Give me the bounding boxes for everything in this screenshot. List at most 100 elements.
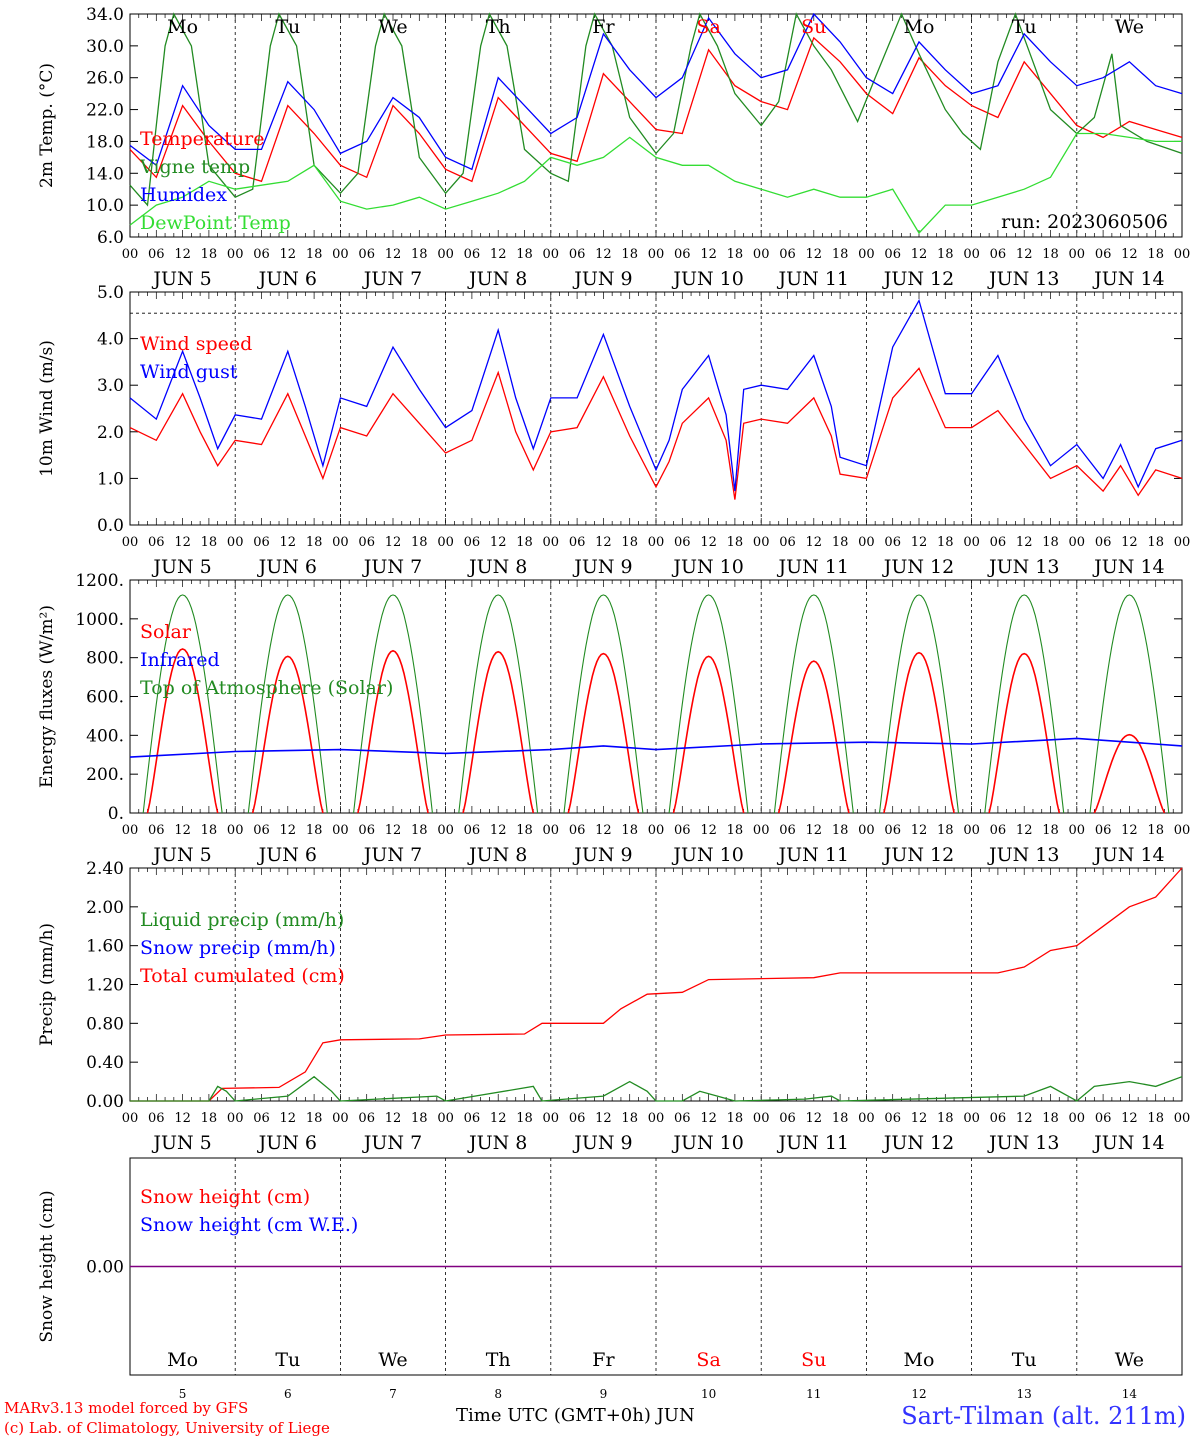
day-number: 7 [389,1387,397,1401]
hour-label: 00 [1069,535,1086,550]
weekday-label-top: Fr [592,16,615,38]
weekday-label-bottom: Th [486,1349,511,1371]
hour-label: 12 [1121,823,1138,838]
weekday-label-top: Mo [167,16,198,38]
day-number: 13 [1017,1387,1032,1401]
date-label: JUN 6 [257,1132,317,1154]
date-label: JUN 8 [467,1132,527,1154]
hour-label: 00 [1174,535,1191,550]
y-tick-label: 30.0 [86,37,124,57]
y-tick-label: 2.00 [86,898,124,918]
hour-label: 06 [884,823,901,838]
hour-label: 18 [727,535,744,550]
date-label: JUN 10 [671,844,743,866]
legend-entry: Wind gust [140,361,238,383]
hour-label: 12 [1121,535,1138,550]
y-tick-label: 3.0 [97,376,124,396]
hour-label: 12 [174,247,191,262]
hour-label: 18 [1042,247,1059,262]
hour-label: 18 [411,1111,428,1126]
hour-label: 00 [963,823,980,838]
hour-label: 18 [1042,823,1059,838]
hour-label: 06 [253,1111,270,1126]
hour-label: 00 [543,1111,560,1126]
hour-label: 12 [385,535,402,550]
hour-label: 12 [1121,1111,1138,1126]
hour-label: 18 [621,247,638,262]
hour-label: 06 [464,823,481,838]
hour-label: 06 [779,247,796,262]
weekday-label-top: We [1115,16,1144,38]
hour-label: 18 [1147,535,1164,550]
toa-solar-line [458,594,539,814]
y-tick-label: 6.0 [97,228,124,248]
hour-label: 12 [174,535,191,550]
solar-line [672,655,745,814]
hour-label: 18 [201,535,218,550]
hour-label: 12 [280,247,297,262]
date-label: JUN 14 [1092,1132,1164,1154]
hour-label: 00 [437,535,454,550]
hour-label: 12 [490,1111,507,1126]
hour-label: 00 [227,1111,244,1126]
hour-label: 18 [516,1111,533,1126]
y-tick-label: 0.00 [86,1092,124,1112]
hour-label: 18 [832,823,849,838]
hour-label: 06 [358,823,375,838]
y-tick-label: 4.0 [97,330,124,350]
date-label: JUN 11 [777,268,849,290]
hour-label: 00 [1069,823,1086,838]
hour-label: 18 [621,535,638,550]
hour-label: 00 [753,1111,770,1126]
y-tick-label: 2.0 [97,423,124,443]
hour-label: 00 [1174,247,1191,262]
hour-label: 12 [700,823,717,838]
y-axis-title: 10m Wind (m/s) [37,340,57,477]
hour-label: 06 [884,535,901,550]
legend-entry: Temperature [140,128,264,150]
hour-label: 00 [332,823,349,838]
run-label: run: 2023060506 [1001,211,1168,233]
date-label: JUN 6 [257,844,317,866]
hour-label: 18 [411,247,428,262]
hour-label: 06 [990,1111,1007,1126]
y-tick-label: 0.80 [86,1014,124,1034]
date-label: JUN 5 [151,556,211,578]
hour-label: 12 [595,535,612,550]
hour-label: 06 [253,535,270,550]
y-tick-label: 600. [86,688,124,708]
y-tick-label: 800. [86,649,124,669]
hour-label: 00 [227,247,244,262]
panel-frame [129,13,1183,238]
hour-label: 00 [437,1111,454,1126]
hour-label: 18 [832,1111,849,1126]
hour-label: 12 [1016,247,1033,262]
hour-label: 12 [280,1111,297,1126]
toa-solar-line [1089,594,1170,814]
legend-entry: Liquid precip (mm/h) [140,909,344,931]
liquid-precip-mm-h-line [130,1075,1183,1102]
hour-label: 12 [700,535,717,550]
hour-label: 06 [1095,535,1112,550]
hour-label: 00 [858,1111,875,1126]
hour-label: 06 [253,247,270,262]
toa-solar-line [247,594,328,814]
hour-label: 06 [358,1111,375,1126]
hour-label: 12 [911,823,928,838]
date-label: JUN 13 [987,556,1059,578]
hour-label: 18 [727,1111,744,1126]
hour-label: 18 [937,247,954,262]
date-label: JUN 5 [151,1132,211,1154]
toa-solar-line [668,594,749,814]
date-label: JUN 9 [572,556,632,578]
date-label: JUN 12 [882,556,954,578]
hour-label: 18 [1042,1111,1059,1126]
hour-label: 18 [1147,823,1164,838]
legend-entry: Vigne temp [139,156,250,178]
infrared-line [129,737,1183,758]
hour-label: 00 [227,823,244,838]
hour-label: 00 [753,823,770,838]
legend-entry: Snow height (cm W.E.) [140,1214,358,1236]
date-label: JUN 5 [151,268,211,290]
weekday-label-top: Tu [1012,16,1037,38]
